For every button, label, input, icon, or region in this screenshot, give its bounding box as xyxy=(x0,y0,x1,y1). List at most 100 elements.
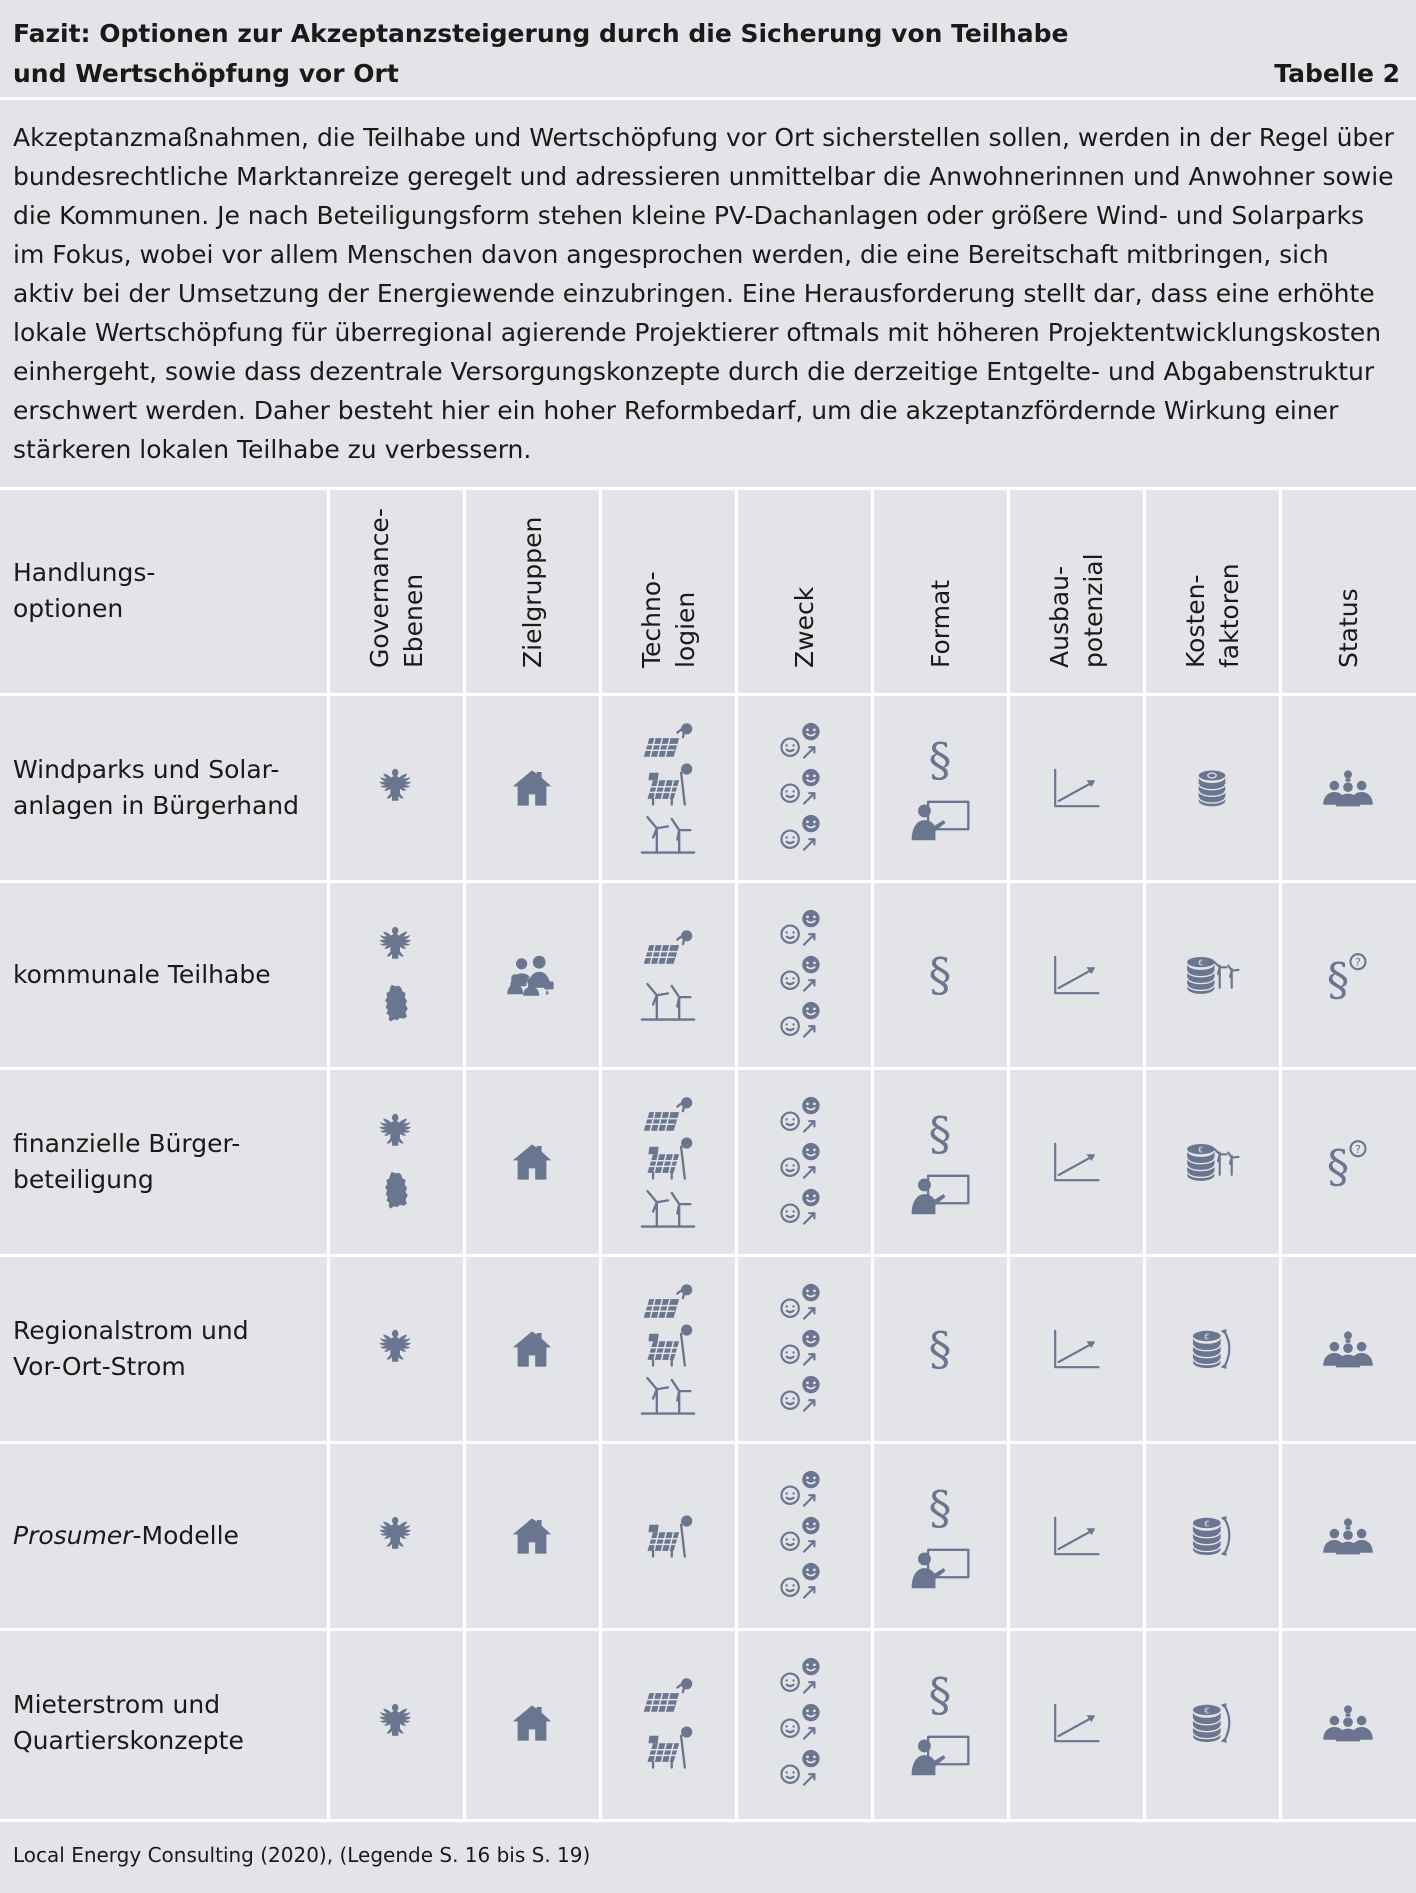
row-label-text: -Modelle xyxy=(132,1521,239,1550)
column-divider xyxy=(735,489,738,1821)
smiley-icon xyxy=(780,1374,821,1412)
column-header-label: Kosten- xyxy=(1181,574,1210,668)
table-cell-kosten xyxy=(1144,1257,1280,1441)
table-cell-zweck xyxy=(736,1257,872,1441)
table-cell-tech xyxy=(600,1444,736,1628)
smiley-icon xyxy=(780,1328,821,1366)
growth-chart-icon xyxy=(1054,1142,1100,1182)
eagle-icon xyxy=(379,1329,412,1362)
table-cell-kosten xyxy=(1144,1444,1280,1628)
column-header: Format xyxy=(872,490,1008,692)
table-cell-gov xyxy=(328,1070,464,1254)
title-line-2: und Wertschöpfung vor Ort xyxy=(13,59,399,88)
table-cell-format xyxy=(872,1444,1008,1628)
column-header: Techno-logien xyxy=(600,490,736,692)
table-cell-format xyxy=(872,1631,1008,1815)
intro-line: einhergeht, sowie dass dezentrale Versor… xyxy=(13,357,1375,386)
growth-chart-icon xyxy=(1054,1329,1100,1369)
divider xyxy=(0,1441,1416,1444)
column-header-label: faktoren xyxy=(1215,563,1244,668)
source-footer: Local Energy Consulting (2020), (Legende… xyxy=(13,1843,591,1867)
table-cell-tech xyxy=(600,696,736,880)
paragraph-question-icon xyxy=(1325,1138,1367,1190)
column-header: Status xyxy=(1280,490,1416,692)
euro-coins-wind-icon xyxy=(1186,1142,1240,1182)
coin-stack-icon xyxy=(1197,769,1227,808)
presentation-icon xyxy=(910,800,970,842)
paragraph-icon xyxy=(928,1667,952,1722)
eagle-icon xyxy=(379,768,412,801)
table-cell-ausbau xyxy=(1008,1444,1144,1628)
eagle-icon xyxy=(379,926,412,959)
header-line: optionen xyxy=(13,594,124,623)
table-cell-gov xyxy=(328,696,464,880)
germany-map-icon xyxy=(385,1171,408,1209)
eagle-icon xyxy=(379,1113,412,1146)
row-label: Regionalstrom und Vor-Ort-Strom xyxy=(13,1313,323,1385)
eagle-icon xyxy=(379,1516,412,1549)
smiley-icon xyxy=(780,1515,821,1553)
paragraph-icon xyxy=(928,1106,952,1161)
group-idea-icon xyxy=(1323,1331,1373,1368)
intro-line: erschwert werden. Daher besteht hier ein… xyxy=(13,396,1339,425)
column-divider xyxy=(463,489,466,1821)
house-icon xyxy=(512,1518,552,1554)
column-header-label: Format xyxy=(926,580,955,668)
smiley-icon xyxy=(780,1702,821,1740)
row-label-line: kommunale Teilhabe xyxy=(13,960,271,989)
column-divider xyxy=(1007,489,1010,1821)
wind-turbine-icon xyxy=(640,1376,696,1415)
intro-line: bundesrechtliche Marktanreize geregelt u… xyxy=(13,162,1394,191)
column-header: Ausbau-potenzial xyxy=(1008,490,1144,692)
column-header-label: logien xyxy=(671,592,700,668)
divider xyxy=(0,97,1416,100)
table-cell-gov xyxy=(328,1631,464,1815)
paragraph-icon xyxy=(928,1480,952,1535)
table-cell-kosten xyxy=(1144,1631,1280,1815)
row-label-line: anlagen in Bürgerhand xyxy=(13,791,300,820)
smiley-icon xyxy=(780,1141,821,1179)
paragraph-icon xyxy=(928,1321,952,1376)
divider xyxy=(0,693,1416,696)
people-group-icon xyxy=(507,955,554,996)
divider xyxy=(0,880,1416,883)
solar-panel-icon xyxy=(642,1096,694,1132)
intro-line: die Kommunen. Je nach Beteiligungsform s… xyxy=(13,201,1365,230)
smiley-icon xyxy=(780,767,821,805)
paragraph-question-icon xyxy=(1325,951,1367,1003)
solar-field-icon xyxy=(646,1323,694,1367)
table-cell-ziel xyxy=(464,1070,600,1254)
table-cell-format xyxy=(872,696,1008,880)
solar-panel-icon xyxy=(642,722,694,758)
row-label: kommunale Teilhabe xyxy=(13,957,323,993)
house-icon xyxy=(512,1331,552,1367)
row-label: Prosumer-Modelle xyxy=(13,1518,323,1554)
solar-field-icon xyxy=(646,1136,694,1180)
house-icon xyxy=(512,770,552,806)
table-cell-tech xyxy=(600,1257,736,1441)
solar-panel-icon xyxy=(642,929,694,965)
eagle-icon xyxy=(379,1703,412,1736)
row-label-line: Mieterstrom und xyxy=(13,1690,221,1719)
group-idea-icon xyxy=(1323,1518,1373,1555)
growth-chart-icon xyxy=(1054,1516,1100,1556)
intro-line: Akzeptanzmaßnahmen, die Teilhabe und Wer… xyxy=(13,123,1394,152)
divider xyxy=(0,487,1416,490)
row-label: Mieterstrom und Quartierskonzepte xyxy=(13,1687,323,1759)
table-cell-status xyxy=(1280,883,1416,1067)
wind-turbine-icon xyxy=(640,982,696,1021)
table-cell-status xyxy=(1280,1257,1416,1441)
divider xyxy=(0,1628,1416,1631)
solar-panel-icon xyxy=(642,1677,694,1713)
table-header: Fazit: Optionen zur Akzeptanzsteigerung … xyxy=(0,0,1416,98)
column-header-label: potenzial xyxy=(1079,553,1108,668)
header-line: Handlungs- xyxy=(13,558,156,587)
column-header: Zweck xyxy=(736,490,872,692)
table-cell-ziel xyxy=(464,696,600,880)
table-cell-zweck xyxy=(736,1631,872,1815)
table-cell-status xyxy=(1280,1631,1416,1815)
table-cell-ausbau xyxy=(1008,883,1144,1067)
row-label-line: Quartierskonzepte xyxy=(13,1726,244,1755)
table-cell-kosten xyxy=(1144,883,1280,1067)
intro-line: aktiv bei der Umsetzung der Energiewende… xyxy=(13,279,1375,308)
